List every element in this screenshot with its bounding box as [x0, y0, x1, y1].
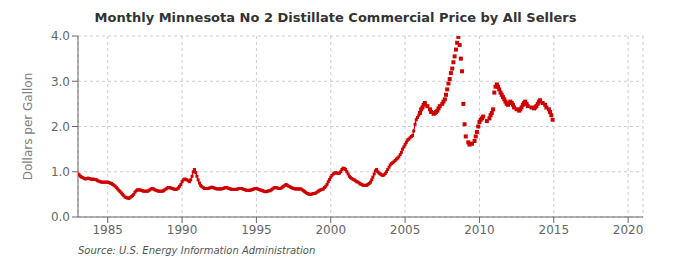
svg-text:2005: 2005	[390, 223, 421, 237]
svg-text:1995: 1995	[241, 223, 272, 237]
svg-text:0.0: 0.0	[51, 210, 70, 224]
svg-text:4.0: 4.0	[51, 29, 70, 43]
svg-text:1990: 1990	[167, 223, 198, 237]
svg-text:Dollars per Gallon: Dollars per Gallon	[21, 73, 35, 181]
svg-text:1.0: 1.0	[51, 165, 70, 179]
svg-text:2010: 2010	[464, 223, 495, 237]
html-text:Monthly Minnesota No 2 Distill: Monthly Minnesota No 2 Distillate Commer…	[94, 10, 577, 25]
html-text:Source: U.S. Energy Informatio: Source: U.S. Energy Information Administ…	[78, 245, 316, 256]
svg-text:1985: 1985	[92, 223, 123, 237]
svg-text:3.0: 3.0	[51, 75, 70, 89]
svg-text:2020: 2020	[613, 223, 644, 237]
svg-text:2000: 2000	[315, 223, 346, 237]
svg-text:2015: 2015	[539, 223, 570, 237]
svg-text:2.0: 2.0	[51, 120, 70, 134]
